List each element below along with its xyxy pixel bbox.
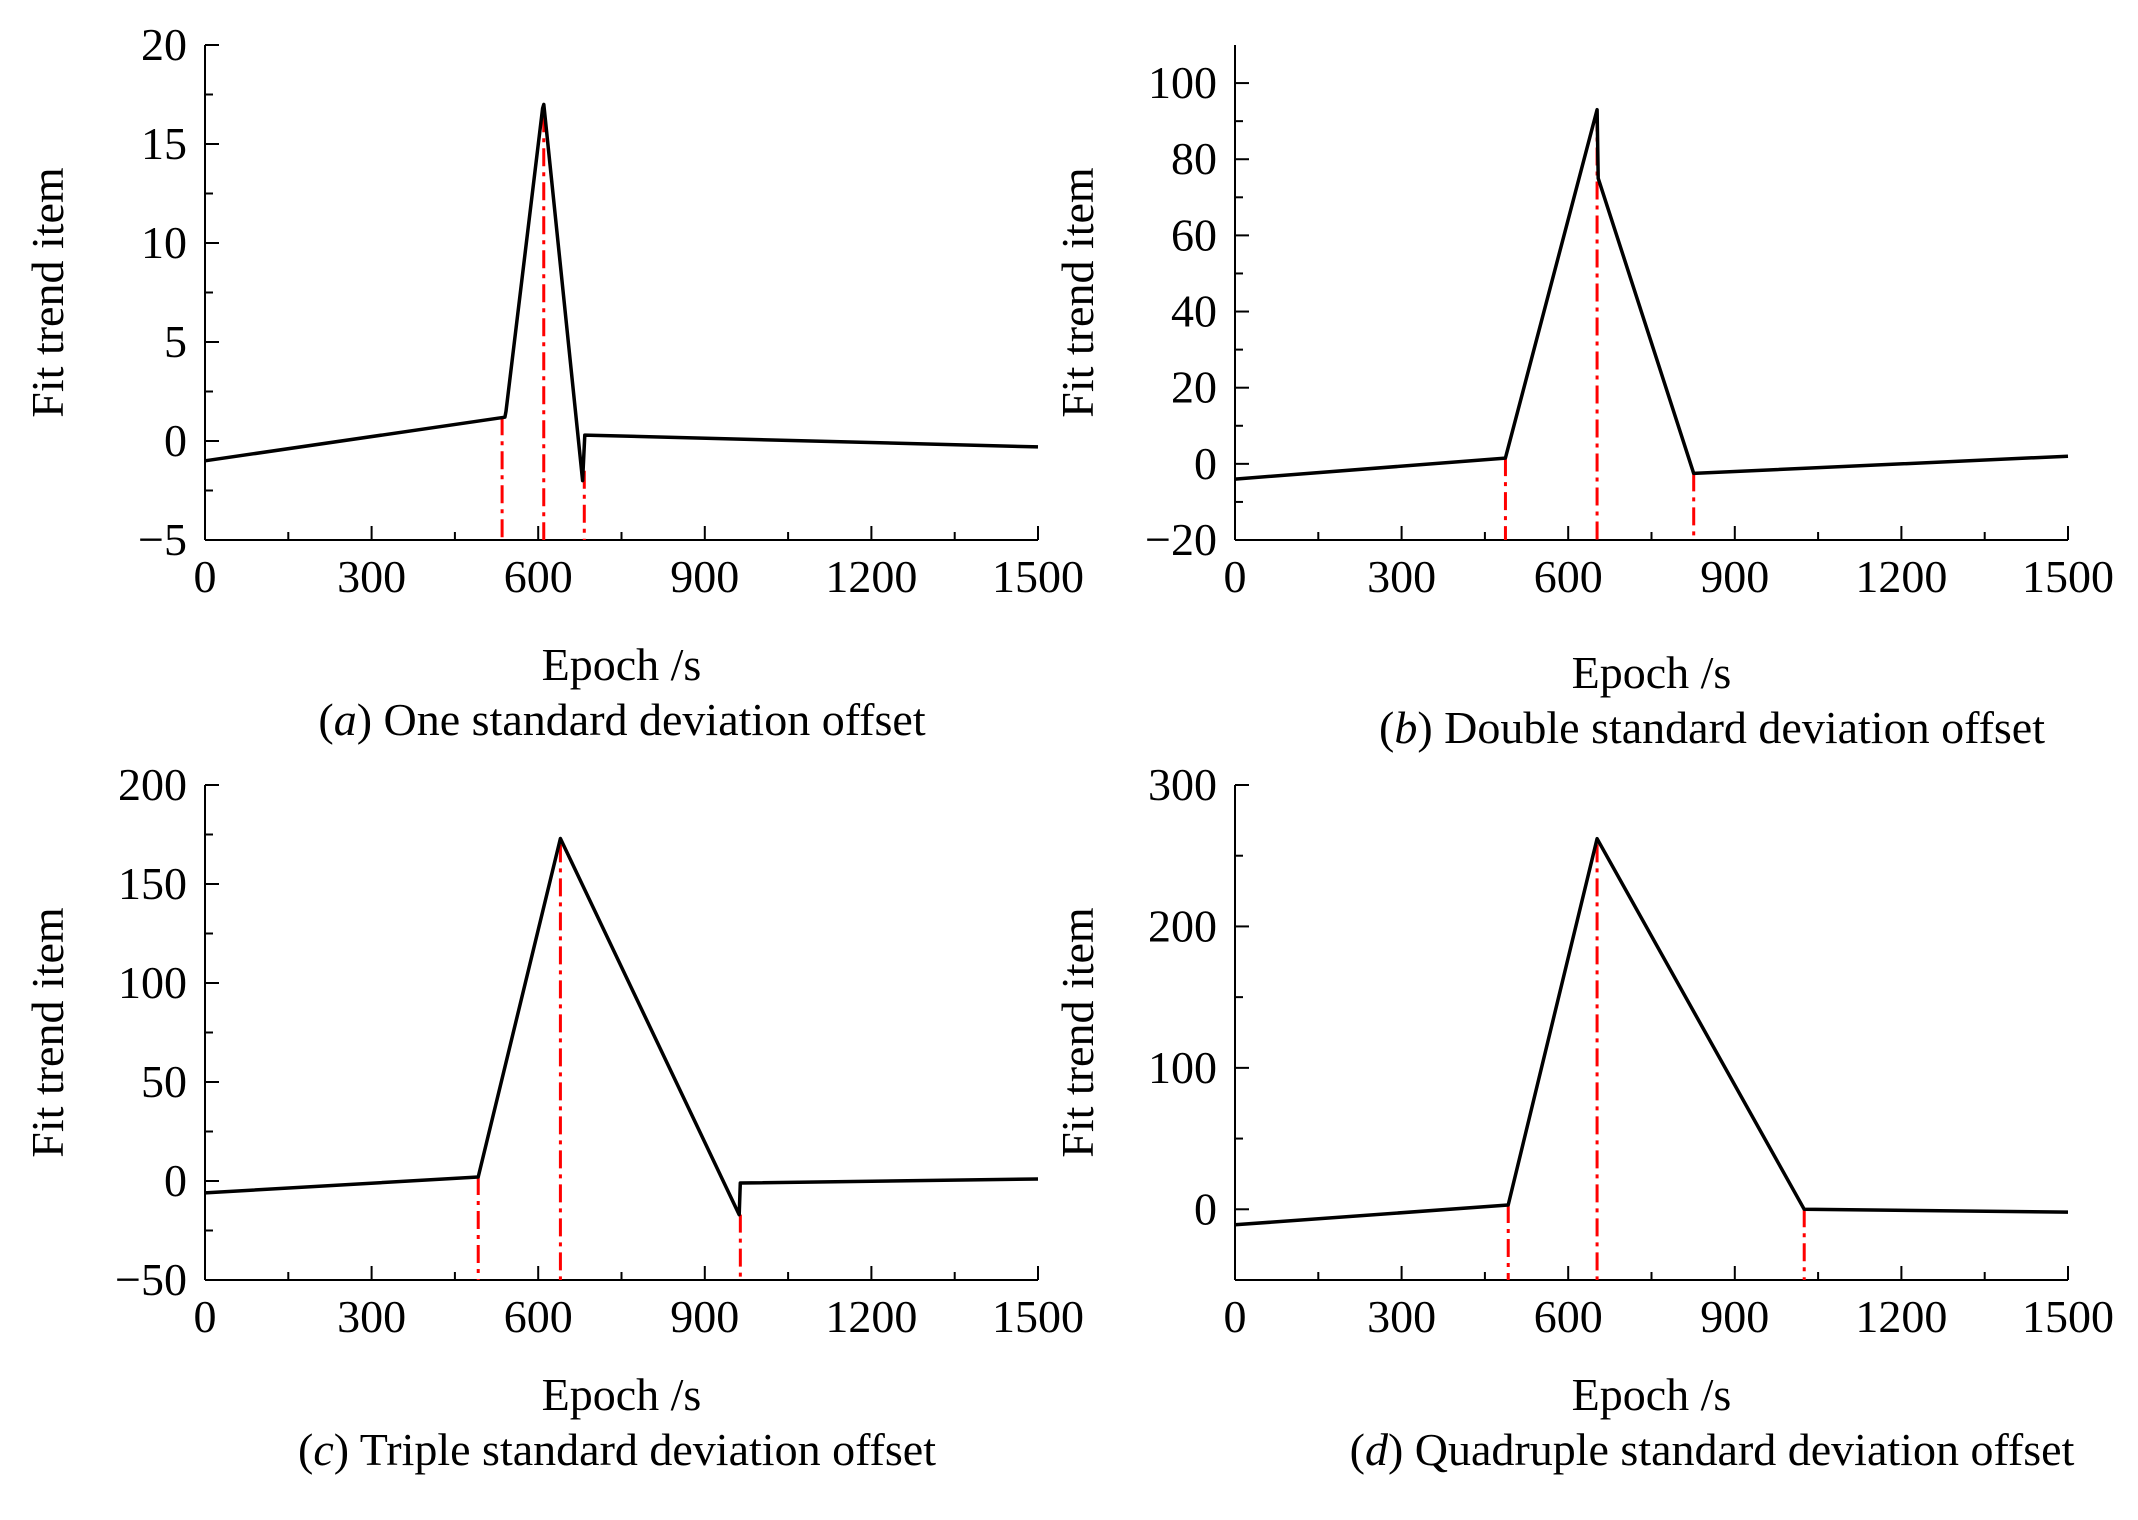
x-tick-label: 900	[670, 1291, 739, 1342]
caption-paren: )	[1388, 1424, 1403, 1475]
caption-paren: )	[1417, 702, 1432, 753]
caption-letter: a	[334, 694, 357, 745]
y-tick-label: 100	[1148, 57, 1217, 108]
x-axis-title: Epoch /s	[542, 1369, 702, 1420]
x-tick-label: 300	[337, 1291, 406, 1342]
x-tick-label: 600	[1534, 1291, 1603, 1342]
caption-paren: (	[1379, 702, 1394, 753]
x-tick-label: 1200	[825, 1291, 917, 1342]
y-tick-label: 20	[1171, 362, 1217, 413]
y-tick-label: 20	[141, 19, 187, 70]
y-tick-label: 50	[141, 1056, 187, 1107]
y-tick-label: 0	[164, 415, 187, 466]
y-tick-label: 0	[164, 1155, 187, 1206]
caption-paren: (	[318, 694, 333, 745]
y-tick-label: −50	[115, 1254, 187, 1305]
y-tick-label: 100	[1148, 1042, 1217, 1093]
x-axis-title: Epoch /s	[1572, 647, 1732, 698]
x-tick-label: 600	[504, 551, 573, 602]
y-tick-label: 0	[1194, 438, 1217, 489]
y-tick-label: 40	[1171, 286, 1217, 337]
x-tick-label: 300	[1367, 551, 1436, 602]
y-tick-label: 10	[141, 217, 187, 268]
y-axis-title: Fit trend item	[22, 167, 73, 418]
series-line	[204, 102, 1039, 483]
x-tick-label: 0	[1224, 1291, 1247, 1342]
series-line	[1234, 836, 2069, 1227]
panel-caption: (d) Quadruple standard deviation offset	[1350, 1424, 2075, 1475]
panel-caption: (c) Triple standard deviation offset	[298, 1424, 936, 1475]
y-tick-label: 0	[1194, 1183, 1217, 1234]
caption-text: Double standard deviation offset	[1433, 702, 2046, 753]
caption-paren: (	[1350, 1424, 1365, 1475]
y-tick-label: 5	[164, 316, 187, 367]
y-tick-label: 300	[1148, 759, 1217, 810]
x-axis-title: Epoch /s	[542, 639, 702, 690]
x-tick-label: 1500	[2022, 551, 2114, 602]
x-axis-title: Epoch /s	[1572, 1369, 1732, 1420]
x-tick-label: 1200	[1855, 551, 1947, 602]
y-tick-label: 200	[118, 759, 187, 810]
x-tick-label: 1500	[2022, 1291, 2114, 1342]
y-tick-label: 15	[141, 118, 187, 169]
y-tick-label: 60	[1171, 209, 1217, 260]
x-tick-label: 1500	[992, 1291, 1084, 1342]
series-line	[204, 836, 1039, 1217]
y-axis-title: Fit trend item	[1052, 907, 1103, 1158]
series-line	[1234, 107, 2069, 481]
x-tick-label: 300	[1367, 1291, 1436, 1342]
caption-text: One standard deviation offset	[372, 694, 926, 745]
caption-text: Quadruple standard deviation offset	[1403, 1424, 2074, 1475]
x-tick-label: 900	[1700, 1291, 1769, 1342]
caption-letter: b	[1394, 702, 1417, 753]
x-tick-label: 600	[1534, 551, 1603, 602]
x-tick-label: 1500	[992, 551, 1084, 602]
chart-panel-d: 0 300 600 900 1200 1500 0 100 200 300 Fit trend it…	[1052, 759, 2114, 1475]
x-tick-label: 0	[1224, 551, 1247, 602]
x-tick-label: 1200	[1855, 1291, 1947, 1342]
caption-paren: )	[334, 1424, 349, 1475]
x-tick-label: 900	[670, 551, 739, 602]
caption-paren: )	[357, 694, 372, 745]
x-tick-label: 1200	[825, 551, 917, 602]
caption-paren: (	[298, 1424, 313, 1475]
y-axis-title: Fit trend item	[1052, 167, 1103, 418]
y-tick-label: 200	[1148, 900, 1217, 951]
y-tick-label: 150	[118, 858, 187, 909]
x-tick-label: 600	[504, 1291, 573, 1342]
x-tick-label: 0	[194, 551, 217, 602]
x-tick-label: 0	[194, 1291, 217, 1342]
y-tick-label: −5	[138, 514, 187, 565]
caption-letter: d	[1365, 1424, 1389, 1475]
caption-text: Triple standard deviation offset	[349, 1424, 936, 1475]
x-tick-label: 300	[337, 551, 406, 602]
y-tick-label: 100	[118, 957, 187, 1008]
y-tick-label: −20	[1145, 514, 1217, 565]
y-axis-title: Fit trend item	[22, 907, 73, 1158]
panel-caption: (b) Double standard deviation offset	[1379, 702, 2045, 753]
caption-letter: c	[313, 1424, 333, 1475]
y-tick-label: 80	[1171, 133, 1217, 184]
panel-caption: (a) One standard deviation offset	[318, 694, 925, 745]
x-tick-label: 900	[1700, 551, 1769, 602]
